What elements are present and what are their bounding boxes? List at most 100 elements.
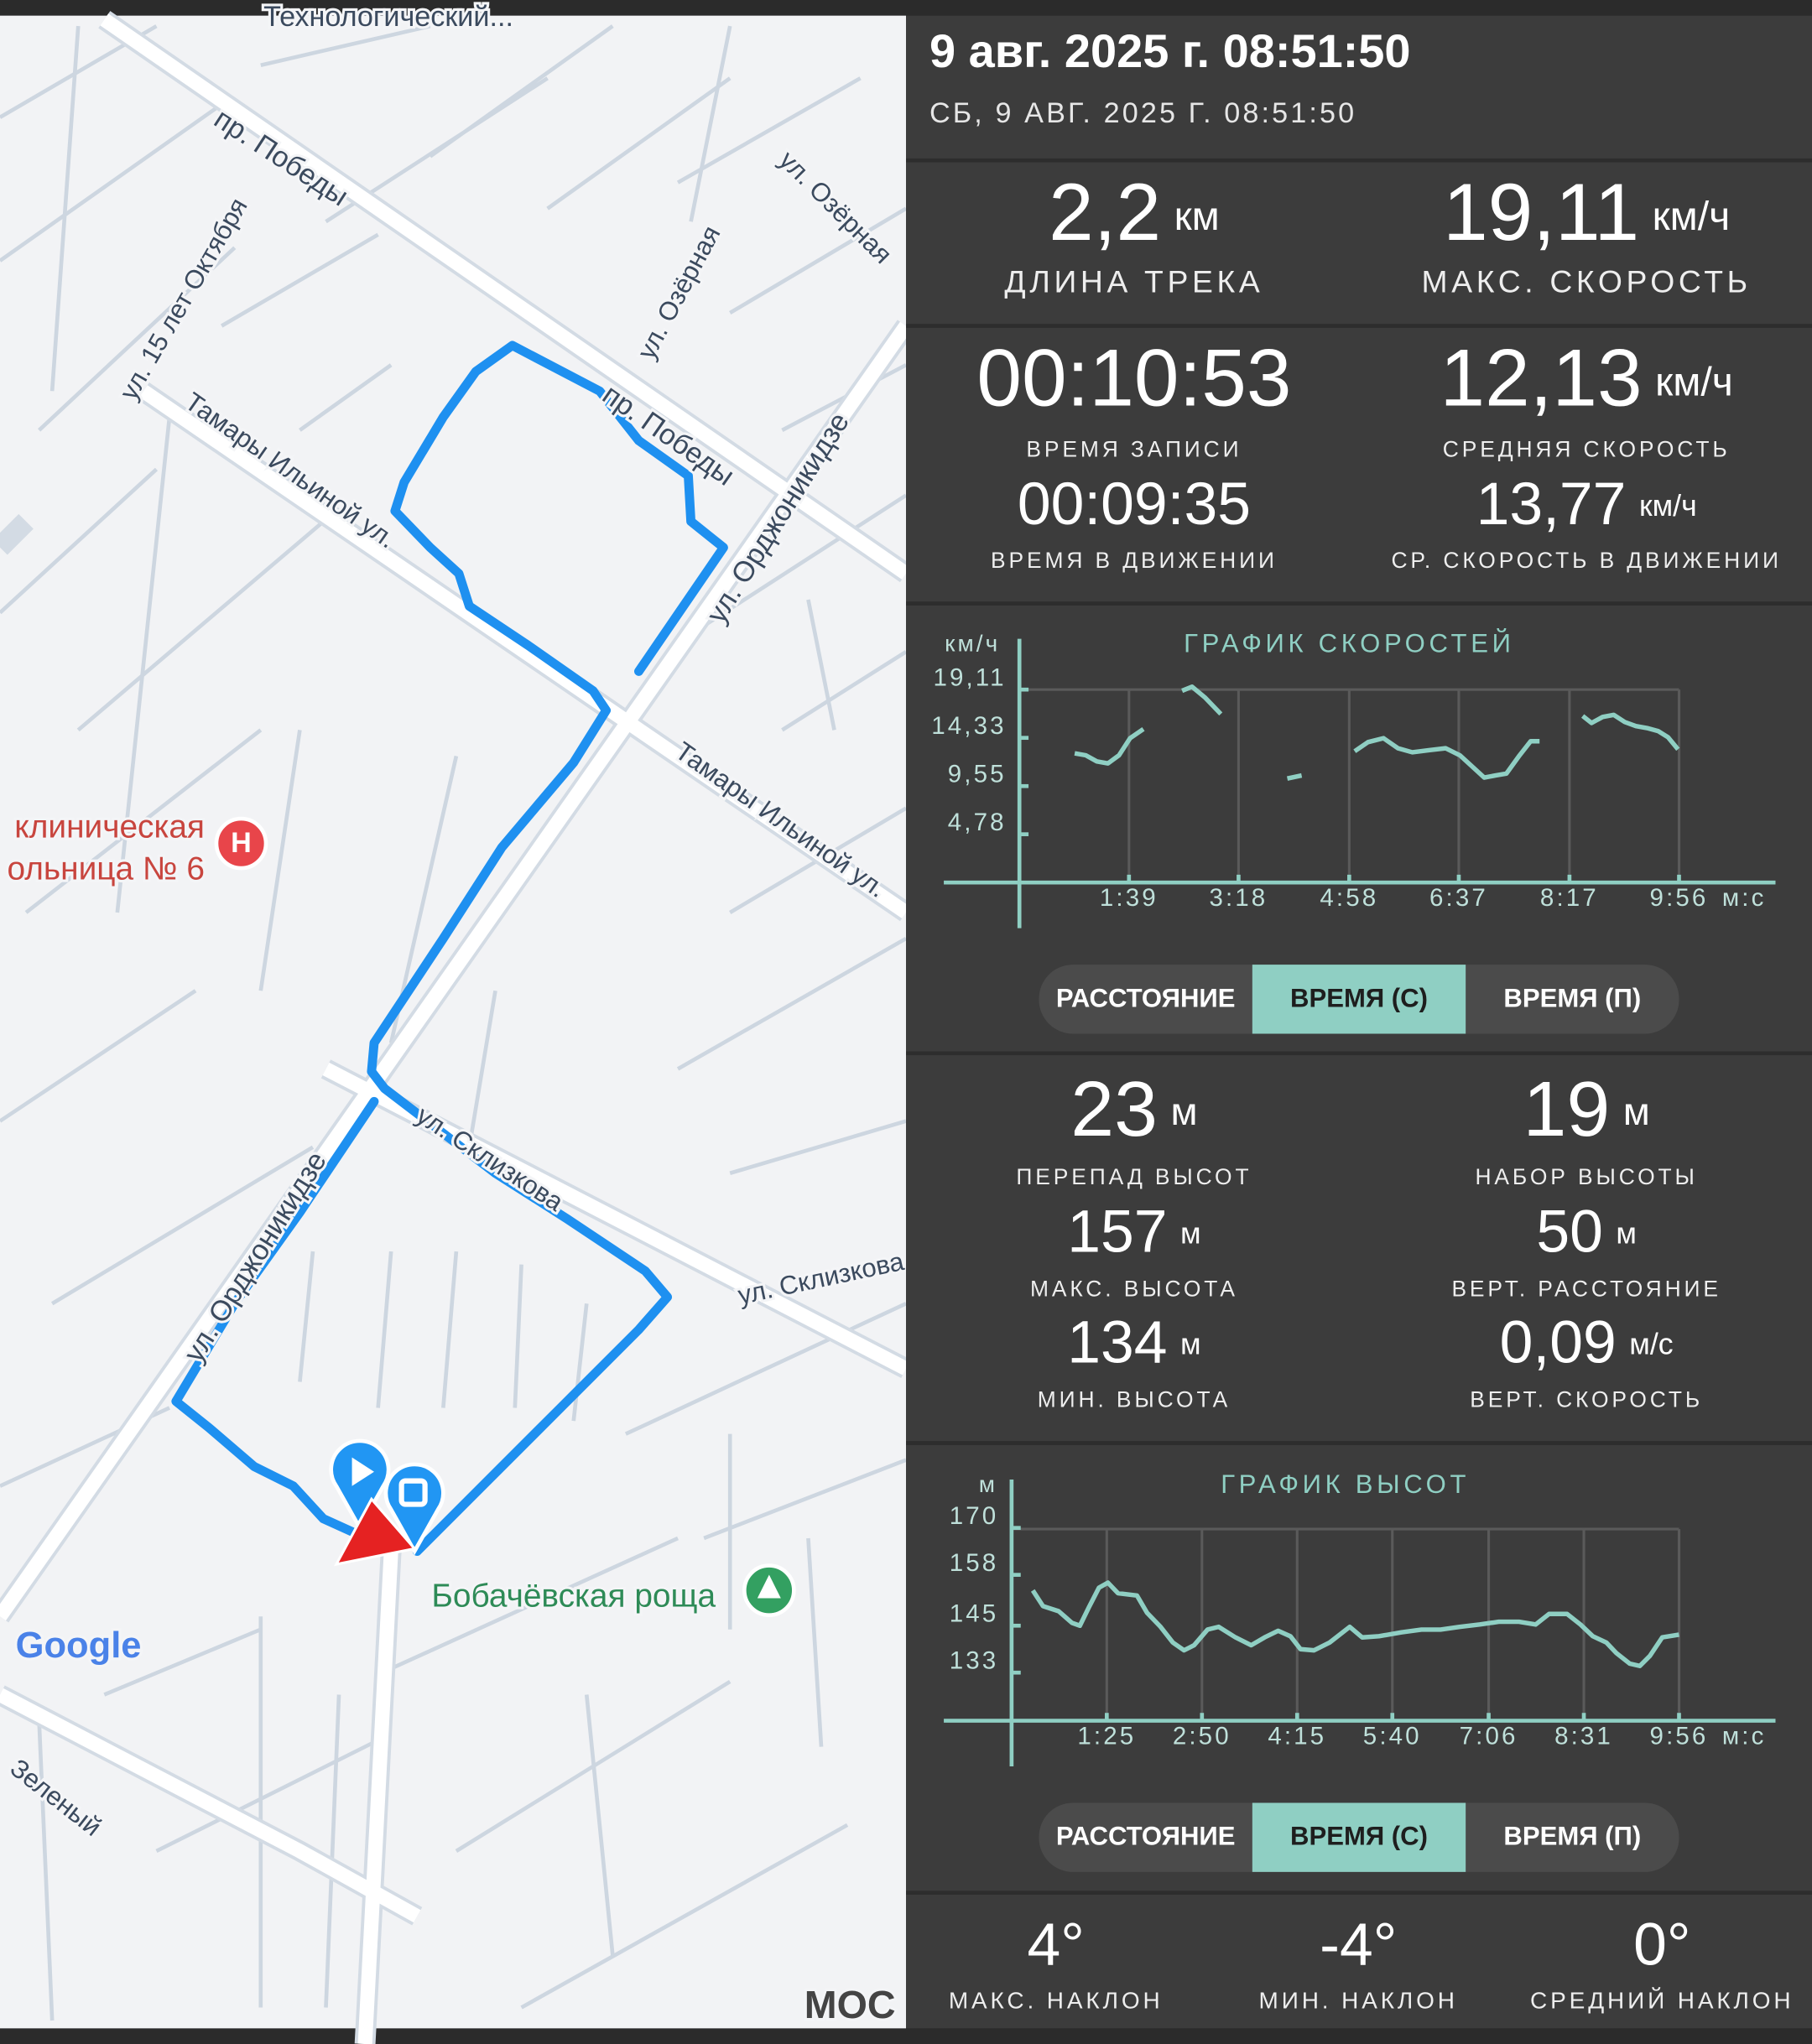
stat-label: СР. СКОРОСТЬ В ДВИЖЕНИИ bbox=[1391, 548, 1781, 573]
stat-unit: м bbox=[1171, 1090, 1198, 1133]
stat-unit: м bbox=[1623, 1090, 1650, 1133]
streets bbox=[0, 11, 915, 2044]
map-label: Технологический... bbox=[263, 1, 513, 33]
stat-unit: км/ч bbox=[1655, 359, 1733, 404]
stat-label: ВРЕМЯ ЗАПИСИ bbox=[1026, 437, 1242, 462]
tree-icon bbox=[757, 1574, 781, 1599]
stat-unit: км/ч bbox=[1653, 194, 1731, 239]
x-tick-label: 5:40 bbox=[1363, 1723, 1422, 1750]
stat-number: 12,13 bbox=[1440, 334, 1643, 424]
stat-label: ДЛИНА ТРЕКА bbox=[1004, 264, 1263, 299]
start-marker[interactable] bbox=[329, 1438, 391, 1532]
tab-selected[interactable] bbox=[1252, 1802, 1466, 1872]
stat-label: ПЕРЕПАД ВЫСОТ bbox=[1016, 1164, 1252, 1189]
stat-label: ВЕРТ. РАССТОЯНИЕ bbox=[1451, 1277, 1721, 1302]
stat-unit: м/с bbox=[1629, 1328, 1673, 1361]
map-background bbox=[0, 15, 906, 2029]
y-tick-label: 19,11 bbox=[933, 664, 1006, 692]
hospital-letter: Н bbox=[231, 827, 252, 859]
stat-label: МАКС. СКОРОСТЬ bbox=[1422, 264, 1752, 299]
stat-label: МИН. НАКЛОН bbox=[1259, 1988, 1458, 2014]
tab-label[interactable]: ВРЕМЯ (С) bbox=[1290, 983, 1428, 1012]
data-line bbox=[1074, 684, 1680, 781]
tab-label[interactable]: ВРЕМЯ (С) bbox=[1290, 1822, 1428, 1851]
header-title: 9 авг. 2025 г. 08:51:50 bbox=[929, 24, 1411, 77]
stat-number: 0,09 bbox=[1500, 1308, 1617, 1376]
chart-title: ГРАФИК СКОРОСТЕЙ bbox=[1184, 628, 1514, 658]
map-label: МОС bbox=[804, 1983, 896, 2026]
route-markers bbox=[329, 1438, 445, 1567]
tab-label[interactable]: РАССТОЯНИЕ bbox=[1056, 983, 1236, 1012]
y-axis-label: м bbox=[979, 1471, 997, 1497]
stat-label: МИН. ВЫСОТА bbox=[1038, 1387, 1231, 1412]
stat-value: 50 м bbox=[1536, 1198, 1637, 1265]
stat-value: 00:10:53 bbox=[976, 334, 1291, 424]
stat-value: 0° bbox=[1633, 1911, 1690, 1978]
stat-value: 23 м bbox=[1070, 1064, 1197, 1152]
stat-value: 19 м bbox=[1523, 1064, 1650, 1152]
stat-number: 19 bbox=[1523, 1064, 1611, 1152]
poi-label: ольница № 6 bbox=[7, 850, 204, 887]
tab-label[interactable]: РАССТОЯНИЕ bbox=[1056, 1822, 1236, 1851]
stop-icon bbox=[398, 1478, 428, 1507]
stat-number: 157 bbox=[1067, 1198, 1167, 1265]
stat-unit: км bbox=[1174, 194, 1220, 239]
x-tick-label: 4:15 bbox=[1268, 1723, 1326, 1750]
play-icon bbox=[351, 1457, 374, 1486]
stat-unit: м bbox=[1616, 1217, 1637, 1251]
tab-label[interactable]: ВРЕМЯ (П) bbox=[1503, 1822, 1641, 1851]
stat-value: 13,77 км/ч bbox=[1476, 471, 1697, 538]
poi-label: Бобачёвская роща bbox=[431, 1579, 716, 1615]
y-tick-label: 133 bbox=[950, 1647, 999, 1675]
x-tick-label: 1:39 bbox=[1100, 884, 1159, 912]
stat-value: 2,2 км bbox=[1049, 169, 1220, 258]
y-tick-label: 170 bbox=[950, 1502, 999, 1530]
stat-value: 19,11 км/ч bbox=[1443, 169, 1730, 258]
stat-number: 50 bbox=[1536, 1198, 1602, 1265]
stat-value: 134 м bbox=[1067, 1308, 1200, 1376]
header-subtitle: СБ, 9 АВГ. 2025 Г. 08:51:50 bbox=[929, 97, 1356, 129]
x-tick-label: 8:31 bbox=[1554, 1723, 1613, 1750]
tab-selected[interactable] bbox=[1252, 965, 1466, 1034]
hospital-icon[interactable] bbox=[214, 816, 268, 871]
y-tick-label: 145 bbox=[950, 1600, 999, 1628]
stat-number: 0° bbox=[1633, 1911, 1690, 1978]
stat-label: МАКС. НАКЛОН bbox=[949, 1988, 1164, 2014]
x-tick-label: 8:17 bbox=[1540, 884, 1599, 912]
x-axis-label: м:с bbox=[1722, 1723, 1767, 1750]
stat-value: 0,09 м/с bbox=[1500, 1308, 1674, 1376]
stat-label: МАКС. ВЫСОТА bbox=[1030, 1277, 1238, 1302]
tab-label[interactable]: ВРЕМЯ (П) bbox=[1503, 983, 1641, 1012]
stat-label: ВРЕМЯ В ДВИЖЕНИИ bbox=[991, 548, 1278, 573]
stat-number: 23 bbox=[1070, 1064, 1158, 1152]
stat-unit: м bbox=[1180, 1328, 1201, 1361]
stat-unit: км/ч bbox=[1639, 490, 1697, 523]
stat-number: 00:10:53 bbox=[976, 334, 1291, 424]
x-tick-label: 4:58 bbox=[1320, 884, 1378, 912]
route-line bbox=[367, 341, 728, 1556]
stat-number: 134 bbox=[1067, 1308, 1167, 1376]
x-axis-label: м:с bbox=[1722, 884, 1767, 912]
map[interactable]: Технологический... пр. Победы ул. 15 лет… bbox=[0, 0, 915, 2044]
y-tick-label: 158 bbox=[950, 1549, 999, 1577]
stat-label: СРЕДНЯЯ СКОРОСТЬ bbox=[1443, 437, 1731, 462]
stat-label: ВЕРТ. СКОРОСТЬ bbox=[1470, 1387, 1703, 1412]
stat-label: СРЕДНИЙ НАКЛОН bbox=[1530, 1988, 1794, 2014]
x-tick-label: 1:25 bbox=[1077, 1723, 1136, 1750]
stat-value: 157 м bbox=[1067, 1198, 1200, 1265]
stat-number: 19,11 bbox=[1443, 169, 1639, 258]
x-tick-label: 9:56 bbox=[1650, 1723, 1709, 1750]
stat-value: 12,13 км/ч bbox=[1440, 334, 1733, 424]
poi-label: клиническая bbox=[14, 809, 205, 845]
stat-number: 4° bbox=[1028, 1911, 1085, 1978]
x-tick-label: 2:50 bbox=[1173, 1723, 1231, 1750]
chart-title: ГРАФИК ВЫСОТ bbox=[1221, 1469, 1470, 1499]
stat-value: 00:09:35 bbox=[1018, 471, 1251, 538]
stat-value: 4° bbox=[1028, 1911, 1085, 1978]
y-tick-label: 4,78 bbox=[948, 809, 1007, 836]
x-tick-label: 3:18 bbox=[1209, 884, 1268, 912]
y-tick-label: 9,55 bbox=[948, 761, 1007, 788]
stat-unit: м bbox=[1180, 1217, 1201, 1251]
y-tick-label: 14,33 bbox=[931, 712, 1006, 740]
